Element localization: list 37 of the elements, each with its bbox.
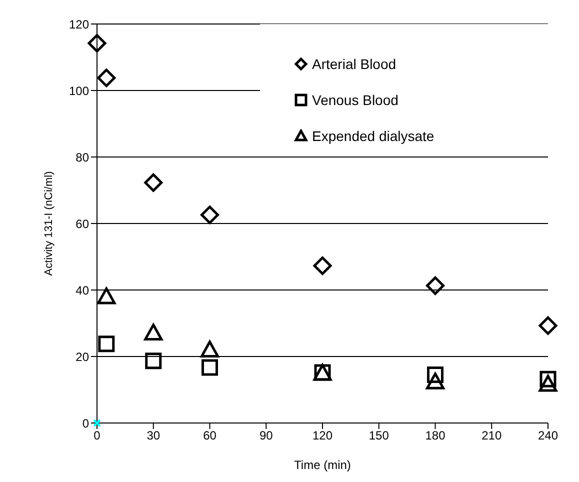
x-tick-label: 0	[94, 428, 101, 443]
y-tick-label: 60	[76, 216, 90, 231]
legend-label: Expended dialysate	[312, 128, 434, 144]
point	[426, 372, 444, 390]
x-tick-label: 60	[203, 428, 217, 443]
y-tick-label: 120	[68, 17, 90, 32]
legend-label: Venous Blood	[312, 92, 398, 108]
point	[93, 419, 101, 427]
y-axis-title: Activity 131-I (nCi/ml)	[42, 171, 55, 276]
point	[538, 316, 558, 335]
point	[97, 287, 116, 304]
point	[200, 206, 219, 224]
y-tick-label: 20	[76, 350, 90, 364]
point	[97, 68, 116, 88]
x-tick-label: 240	[538, 428, 558, 443]
point	[144, 173, 163, 192]
point	[313, 256, 332, 275]
point	[88, 34, 106, 53]
point	[200, 340, 219, 358]
y-tick-label: 80	[76, 150, 90, 164]
y-tick-label: 0	[82, 416, 90, 430]
point	[426, 276, 444, 295]
legend-label: Arterial Blood	[312, 56, 396, 72]
x-tick-label: 150	[368, 428, 390, 443]
point	[144, 324, 163, 341]
y-tick-label: 40	[76, 283, 90, 298]
x-tick-label: 180	[425, 428, 446, 443]
point	[145, 352, 162, 370]
point	[202, 359, 218, 376]
x-tick-label: 30	[146, 428, 160, 443]
x-tick-label: 90	[259, 428, 274, 443]
x-tick-label: 210	[482, 428, 502, 443]
x-axis-title: Time (min)	[294, 458, 351, 472]
point	[538, 374, 558, 392]
x-tick-label: 120	[312, 428, 333, 443]
y-tick-label: 100	[68, 84, 90, 98]
point	[98, 336, 115, 352]
